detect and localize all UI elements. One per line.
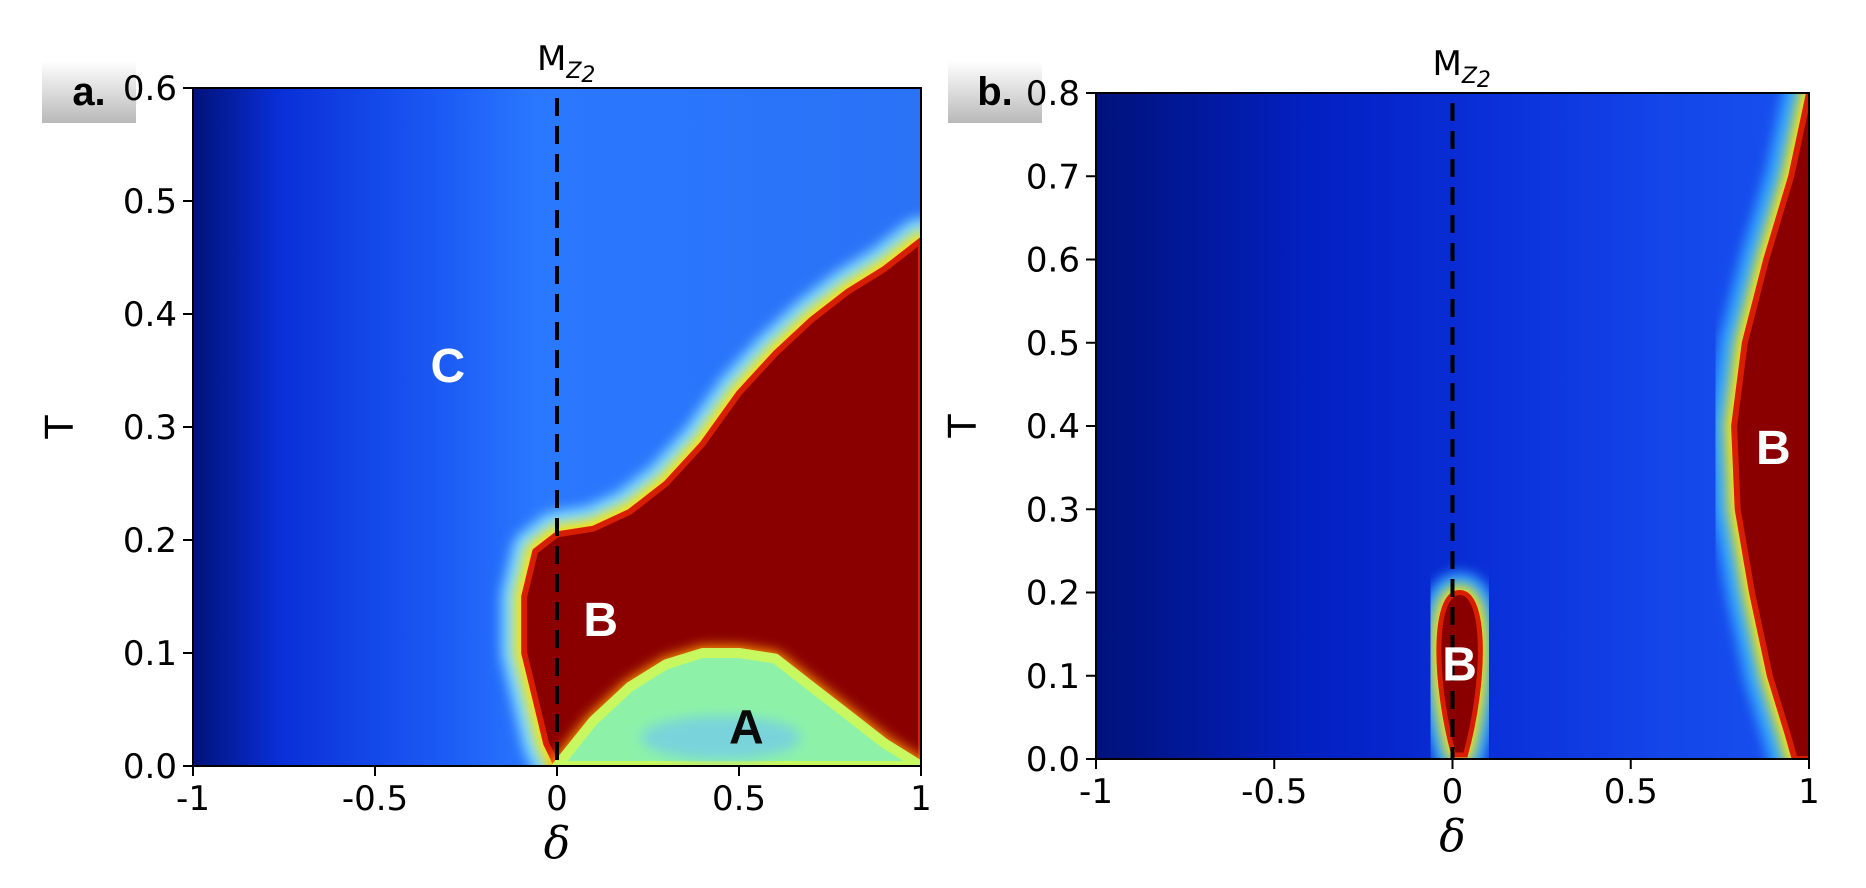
region-label-c: C	[430, 340, 465, 393]
panel-a: a. MZ2 -1 -0.5 0 0.5 1 0.0 0.1 0.2 0.3 0.4 0.5 0.6 δ T…	[38, 39, 932, 869]
y-tick-label: 0.3	[1026, 490, 1080, 530]
region-b-area	[521, 237, 921, 766]
y-tick-label: 0.3	[123, 408, 177, 448]
y-tick-label: 0.6	[123, 69, 177, 109]
y-tick-label: 0.4	[123, 295, 177, 335]
pocket-b-area	[1436, 589, 1483, 758]
y-tick-label: 0.2	[123, 521, 177, 561]
region-label-a: A	[729, 701, 764, 754]
panel-a-label: a.	[42, 61, 136, 123]
y-tick-label: 0.8	[1026, 74, 1080, 114]
x-tick-label: 0	[1442, 772, 1464, 812]
y-tick-label: 0.7	[1026, 157, 1080, 197]
x-axis-label: δ	[1439, 811, 1466, 862]
x-tick-label: 0.5	[712, 779, 766, 819]
y-tick-label: 0.4	[1026, 407, 1080, 447]
y-tick-label: 0.0	[1026, 740, 1080, 780]
y-axis-label: T	[38, 415, 82, 440]
region-label-b: B	[1756, 422, 1791, 475]
x-tick-label: -1	[176, 779, 210, 819]
y-tick-label: 0.1	[1026, 657, 1080, 697]
heatmap-chart-b: MZ2 -1 -0.5 0 0.5 1 0.0 0.1 0.2 0.3 0.4 0.5 0.6 0.7 0.…	[941, 44, 1820, 862]
panel-b: b. MZ2 -1 -0.5 0 0.5 1 0.0 0.1 0.2 0.3 0.4 0.5 0.6 0.…	[933, 0, 1866, 888]
region-label-b: B	[1442, 638, 1477, 691]
heatmap-chart-a: MZ2 -1 -0.5 0 0.5 1 0.0 0.1 0.2 0.3 0.4 0.5 0.6 δ T C B A	[38, 39, 932, 869]
band-b-area	[1731, 93, 1809, 759]
region-label-b: B	[583, 594, 618, 647]
region-a-patch	[640, 715, 801, 760]
marker-label: MZ2	[1433, 44, 1491, 93]
y-tick-label: 0.6	[1026, 241, 1080, 281]
x-axis-label: δ	[544, 818, 571, 869]
x-tick-label: -0.5	[342, 779, 408, 819]
x-tick-label: 1	[910, 779, 932, 819]
x-tick-label: 1	[1798, 772, 1820, 812]
y-tick-label: 0.5	[1026, 324, 1080, 364]
marker-label: MZ2	[537, 39, 595, 88]
y-tick-label: 0.2	[1026, 574, 1080, 614]
x-tick-label: 0.5	[1604, 772, 1658, 812]
heatmap-field	[193, 88, 921, 766]
y-axis-label: T	[941, 414, 985, 439]
y-tick-label: 0.0	[123, 747, 177, 787]
x-tick-label: -1	[1079, 772, 1113, 812]
x-tick-label: 0	[546, 779, 568, 819]
x-tick-label: -0.5	[1241, 772, 1307, 812]
y-tick-label: 0.5	[123, 182, 177, 222]
panel-b-label: b.	[948, 61, 1042, 123]
y-tick-label: 0.1	[123, 634, 177, 674]
